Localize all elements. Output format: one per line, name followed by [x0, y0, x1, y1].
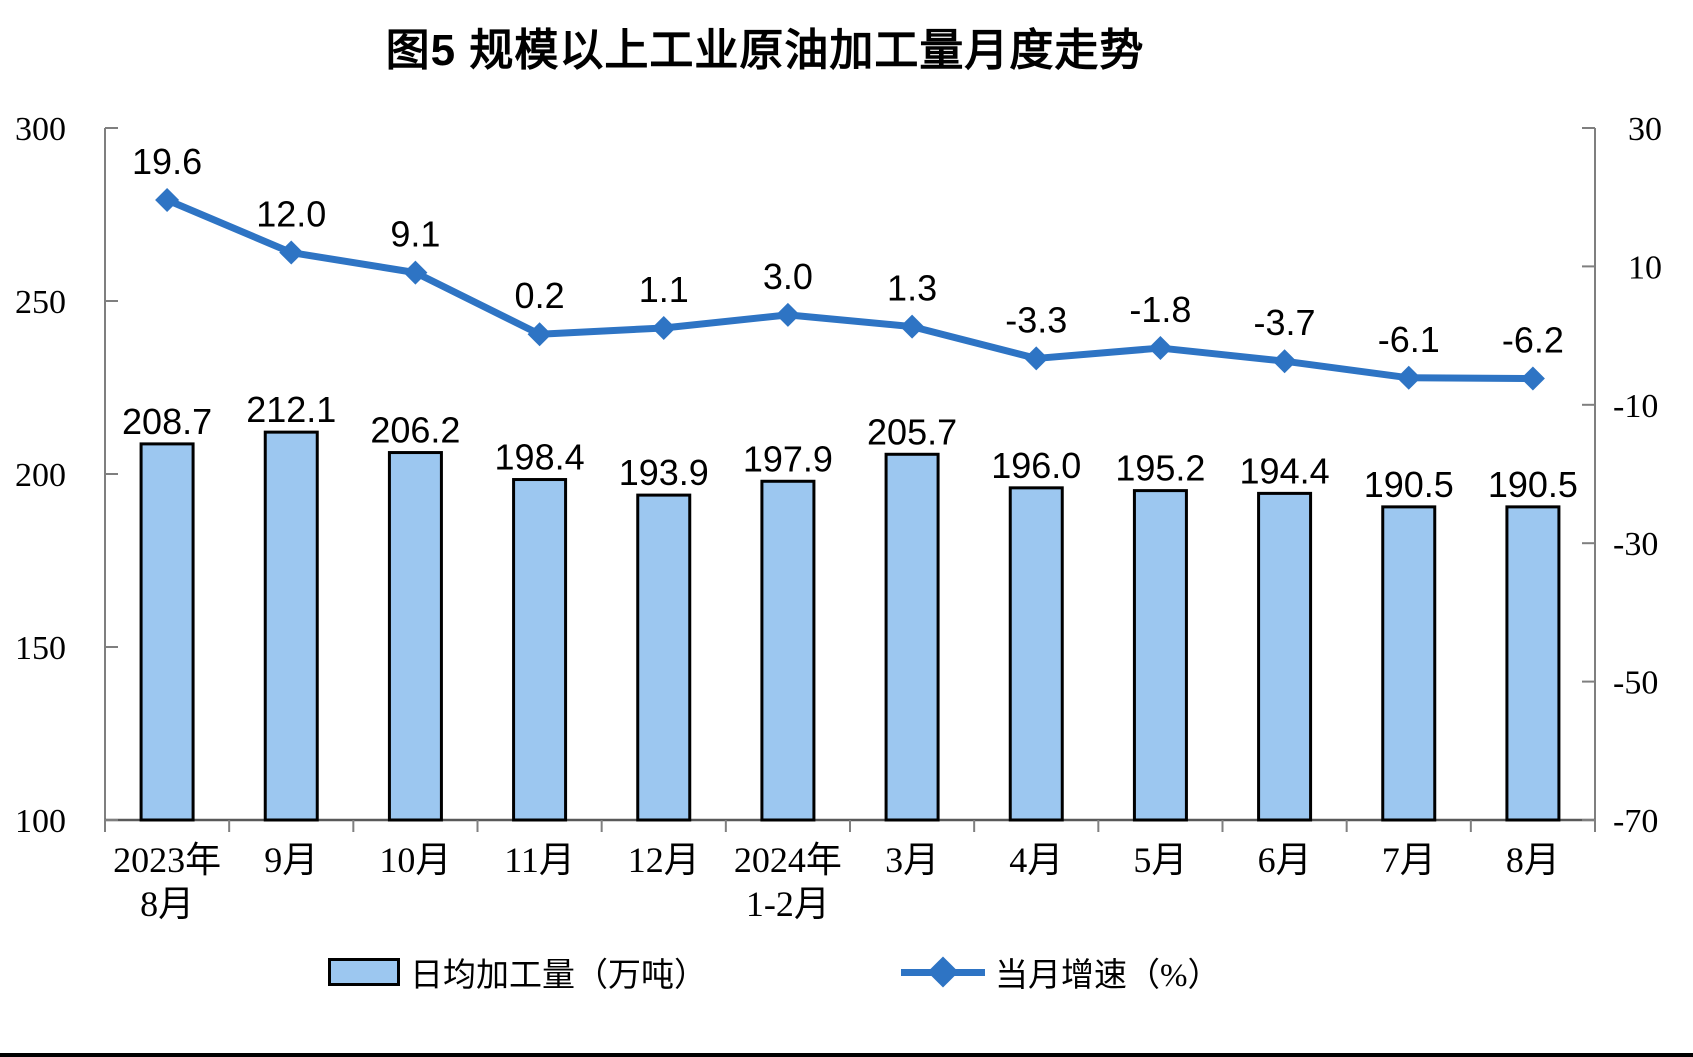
legend-line-label: 当月增速（%）	[995, 958, 1221, 994]
legend-item-line-series: 当月增速（%）	[901, 948, 1221, 996]
bar-value-label: 194.4	[1240, 450, 1330, 491]
bar	[263, 430, 319, 822]
bar	[636, 493, 692, 822]
bar-series-swatch	[328, 958, 400, 986]
growth-line	[163, 196, 1537, 383]
left-axis-tick-label: 200	[15, 457, 66, 494]
line-marker-diamond	[775, 302, 800, 327]
bar-value-label: 196.0	[991, 445, 1081, 486]
bar	[760, 479, 816, 822]
bar	[884, 452, 940, 822]
right-axis-tick-label: 30	[1628, 111, 1662, 148]
bar-value-label: 206.2	[370, 410, 460, 451]
left-axis-tick-label: 300	[15, 111, 66, 148]
right-axis-tick-label: -50	[1613, 665, 1658, 702]
bar-series	[139, 430, 1561, 822]
right-axis-tick-label: -30	[1613, 526, 1658, 563]
x-axis-category-label: 8月	[140, 884, 194, 924]
line-value-label: -6.1	[1378, 319, 1440, 360]
bar-value-label: 208.7	[122, 401, 212, 442]
line-value-label: -1.8	[1129, 289, 1191, 330]
line-value-label: -6.2	[1502, 320, 1564, 361]
x-axis-category-label: 8月	[1506, 840, 1560, 880]
legend: 日均加工量（万吨） 当月增速（%）	[0, 948, 1693, 996]
line-value-label: 1.3	[887, 268, 937, 309]
line-value-label: 3.0	[763, 256, 813, 297]
line-value-label: 0.2	[515, 275, 565, 316]
legend-bar-label: 日均加工量（万吨）	[410, 958, 707, 994]
x-axis-category-label: 1-2月	[746, 884, 830, 924]
x-axis-category-label: 2023年	[113, 840, 221, 880]
line-value-label: 19.6	[132, 141, 202, 182]
line-marker-diamond	[651, 315, 676, 340]
line-value-label: -3.7	[1254, 302, 1316, 343]
bar-value-labels: 208.7 212.1 206.2 198.4 193.9 197.9 205.7 196.0…	[122, 389, 1578, 505]
line-marker-diamond	[527, 322, 552, 347]
line-series	[155, 187, 1545, 391]
line-value-label: 1.1	[639, 269, 689, 310]
line-series-swatch	[901, 956, 985, 988]
line-marker-diamond	[1148, 336, 1173, 361]
x-axis-category-label: 6月	[1258, 840, 1312, 880]
bar	[1008, 486, 1064, 822]
bar	[1257, 491, 1313, 822]
axes: 300 250 200 150 100 30 10 -10 -30 -50 -70	[15, 111, 1662, 840]
combo-chart-canvas: 3002502001501003010-10-30-50-702023年8月9月…	[15, 111, 1662, 924]
bar	[1381, 505, 1437, 822]
bar	[1505, 505, 1561, 822]
x-axis-category-label: 11月	[504, 840, 575, 880]
bar	[1132, 489, 1188, 822]
x-axis-category-label: 7月	[1382, 840, 1436, 880]
x-axis-category-label: 4月	[1009, 840, 1063, 880]
bar-value-label: 197.9	[743, 438, 833, 479]
bar-value-label: 205.7	[867, 411, 957, 452]
line-value-label: 12.0	[256, 194, 326, 235]
line-marker-diamond	[155, 187, 180, 212]
right-axis-tick-label: 10	[1628, 249, 1662, 286]
bar-value-label: 190.5	[1488, 464, 1578, 505]
bar	[139, 442, 195, 822]
bar-value-label: 195.2	[1115, 448, 1205, 489]
x-axis-category-label: 2024年	[734, 840, 842, 880]
line-marker-diamond	[403, 260, 428, 285]
diamond-marker-icon	[927, 956, 959, 988]
x-axis-category-label: 9月	[264, 840, 318, 880]
line-value-label: 9.1	[390, 214, 440, 255]
bar-value-label: 198.4	[495, 437, 585, 478]
line-marker-diamond	[1520, 366, 1545, 391]
legend-item-bar-series: 日均加工量（万吨）	[328, 948, 707, 996]
bar	[512, 478, 568, 822]
x-axis-category-label: 10月	[379, 840, 451, 880]
x-axis-category-label: 3月	[885, 840, 939, 880]
line-marker-diamond	[1272, 349, 1297, 374]
line-value-label: -3.3	[1005, 299, 1067, 340]
line-marker-diamond	[1024, 346, 1049, 371]
left-axis-tick-label: 250	[15, 284, 66, 321]
bar	[387, 451, 443, 822]
bar-value-label: 190.5	[1364, 464, 1454, 505]
line-marker-diamond	[900, 314, 925, 339]
line-value-labels: 19.6 12.0 9.1 0.2 1.1 3.0 1.3 -3.3 -1.8 -3.7 -6.1 -…	[132, 141, 1564, 361]
left-axis-tick-label: 100	[15, 803, 66, 840]
left-axis-tick-label: 150	[15, 630, 66, 667]
line-marker-diamond	[1396, 365, 1421, 390]
line-marker-diamond	[279, 240, 304, 265]
x-axis-category-label: 12月	[628, 840, 700, 880]
bar-value-label: 193.9	[619, 452, 709, 493]
chart-title: 图5 规模以上工业原油加工量月度走势	[385, 26, 1145, 75]
bar-value-label: 212.1	[246, 389, 336, 430]
x-axis-category-label: 5月	[1133, 840, 1187, 880]
right-axis-tick-label: -10	[1613, 388, 1658, 425]
right-axis-tick-label: -70	[1613, 803, 1658, 840]
